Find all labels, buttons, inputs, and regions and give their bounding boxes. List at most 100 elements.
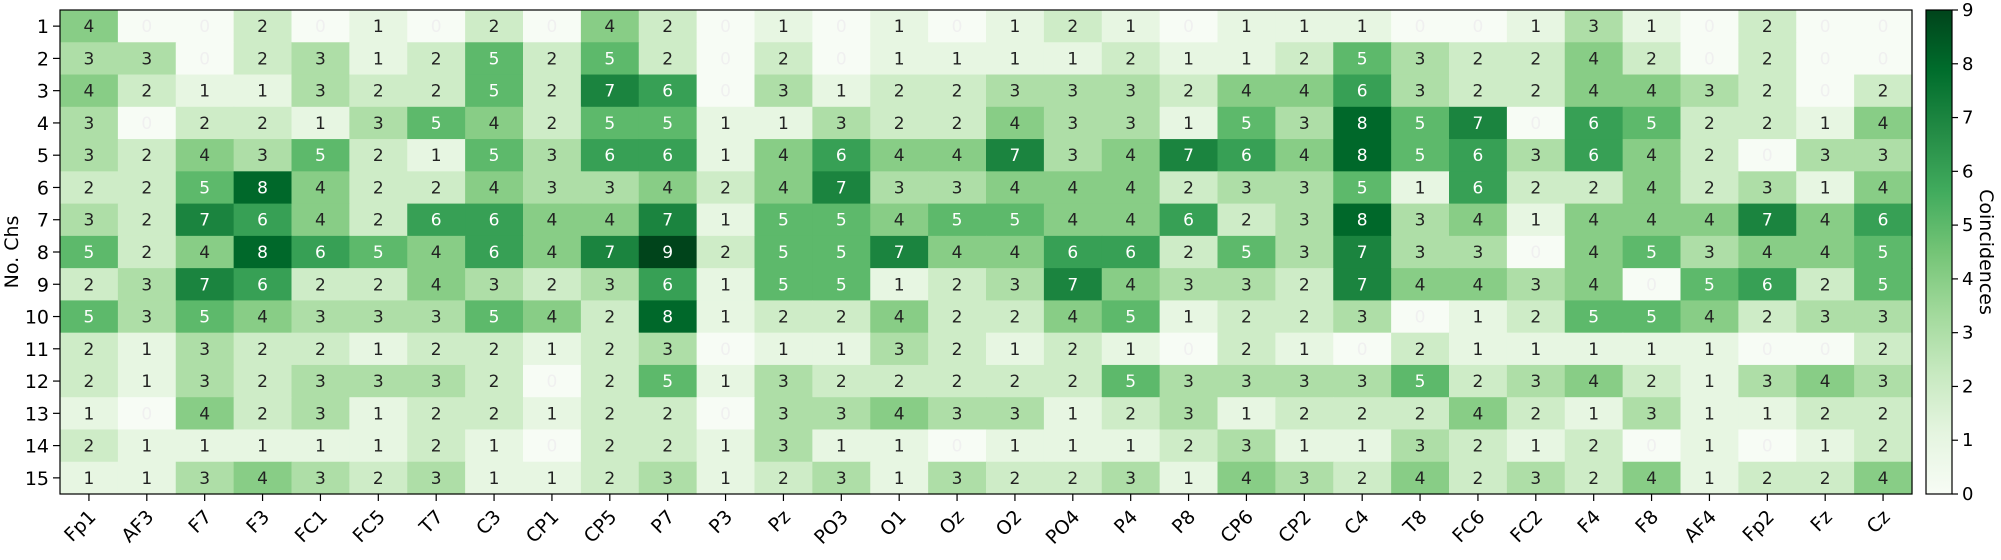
cell-value-label: 1 bbox=[1820, 437, 1831, 457]
heatmap-cell bbox=[870, 106, 929, 140]
cell-value-label: 8 bbox=[1357, 211, 1368, 231]
heatmap-cell bbox=[580, 300, 640, 334]
cell-value-label: 1 bbox=[547, 404, 558, 424]
cell-value-label: 2 bbox=[84, 275, 95, 295]
cell-value-label: 1 bbox=[836, 437, 847, 457]
heatmap-cell bbox=[1043, 461, 1103, 495]
heatmap-cell bbox=[1796, 235, 1855, 269]
cell-value-label: 1 bbox=[489, 437, 500, 457]
cell-value-label: 2 bbox=[84, 437, 95, 457]
heatmap-cell bbox=[1854, 300, 1913, 334]
cell-value-label: 1 bbox=[1010, 437, 1021, 457]
heatmap-cell bbox=[870, 461, 929, 495]
cell-value-label: 4 bbox=[1588, 275, 1599, 295]
cell-value-label: 6 bbox=[1067, 243, 1078, 263]
cell-value-label: 7 bbox=[199, 275, 210, 295]
y-tick-label: 14 bbox=[25, 436, 49, 458]
cell-value-label: 2 bbox=[894, 372, 905, 392]
heatmap-cell bbox=[1101, 10, 1161, 43]
heatmap-cell bbox=[465, 364, 524, 398]
heatmap-cell bbox=[465, 461, 524, 495]
x-tick-label: PO4 bbox=[1042, 506, 1085, 549]
colorbar-tick-label: 0 bbox=[1962, 484, 1973, 505]
cell-value-label: 4 bbox=[489, 114, 500, 134]
y-tick-label: 5 bbox=[37, 145, 49, 167]
cell-value-label: 6 bbox=[431, 211, 442, 231]
heatmap-cell bbox=[407, 429, 466, 463]
cell-value-label: 3 bbox=[1010, 404, 1021, 424]
cell-value-label: 5 bbox=[1010, 211, 1021, 231]
heatmap-cell bbox=[1275, 139, 1334, 172]
cell-value-label: 0 bbox=[720, 404, 731, 424]
cell-value-label: 1 bbox=[1299, 17, 1310, 37]
heatmap-cell bbox=[407, 171, 466, 205]
cell-value-label: 2 bbox=[1588, 178, 1599, 198]
cell-value-label: 2 bbox=[141, 178, 152, 198]
cell-value-label: 3 bbox=[1415, 211, 1426, 231]
heatmap-cell bbox=[1333, 461, 1392, 495]
heatmap-cell bbox=[465, 171, 524, 205]
cell-value-label: 1 bbox=[1010, 49, 1021, 69]
cell-value-label: 2 bbox=[604, 404, 615, 424]
heatmap-cell bbox=[1391, 74, 1450, 108]
y-tick-label: 3 bbox=[37, 81, 49, 103]
heatmap-cell bbox=[523, 203, 582, 237]
heatmap-cell bbox=[1391, 332, 1450, 366]
heatmap-cell bbox=[638, 461, 698, 495]
heatmap-cell bbox=[1564, 364, 1624, 398]
heatmap-cell bbox=[1101, 235, 1161, 269]
heatmap-cell bbox=[812, 171, 871, 205]
cell-value-label: 2 bbox=[1588, 437, 1599, 457]
heatmap-cell bbox=[580, 106, 640, 140]
x-tick-label: FC1 bbox=[291, 506, 332, 547]
cell-value-label: 3 bbox=[1878, 308, 1889, 328]
heatmap-cell bbox=[523, 235, 582, 269]
cell-value-label: 4 bbox=[952, 243, 963, 263]
cell-value-label: 1 bbox=[141, 340, 152, 360]
heatmap-cell bbox=[407, 332, 466, 366]
cell-value-label: 1 bbox=[1530, 437, 1541, 457]
heatmap-cell bbox=[1043, 364, 1103, 398]
cell-value-label: 7 bbox=[836, 178, 847, 198]
heatmap-cell bbox=[1796, 332, 1855, 366]
heatmap-cell bbox=[1680, 461, 1739, 495]
heatmap-cell bbox=[1680, 268, 1739, 301]
heatmap-cell bbox=[1680, 332, 1739, 366]
heatmap-cell bbox=[175, 203, 235, 237]
cell-value-label: 2 bbox=[547, 49, 558, 69]
cell-value-label: 2 bbox=[604, 308, 615, 328]
cell-value-label: 3 bbox=[1530, 146, 1541, 166]
heatmap-cell bbox=[349, 364, 408, 398]
cell-value-label: 1 bbox=[1704, 340, 1715, 360]
cell-value-label: 2 bbox=[1010, 372, 1021, 392]
x-tick-label: CP5 bbox=[580, 506, 622, 548]
cell-value-label: 2 bbox=[257, 114, 268, 134]
heatmap-cell bbox=[870, 364, 929, 398]
heatmap-cell bbox=[754, 332, 813, 366]
cell-value-label: 3 bbox=[662, 469, 673, 489]
cell-value-label: 1 bbox=[1473, 308, 1484, 328]
cell-value-label: 6 bbox=[257, 211, 268, 231]
cell-value-label: 5 bbox=[604, 49, 615, 69]
cell-value-label: 1 bbox=[1067, 49, 1078, 69]
heatmap-cell bbox=[1217, 429, 1276, 463]
x-tick-label: O2 bbox=[992, 506, 1027, 541]
heatmap-cell bbox=[523, 268, 582, 301]
heatmap-cell bbox=[870, 332, 929, 366]
cell-value-label: 1 bbox=[373, 17, 384, 37]
heatmap-cell bbox=[1796, 74, 1855, 108]
heatmap-cell bbox=[1680, 74, 1739, 108]
colorbar bbox=[1925, 9, 1953, 495]
heatmap-cell bbox=[696, 364, 756, 398]
cell-value-label: 7 bbox=[894, 243, 905, 263]
cell-value-label: 0 bbox=[547, 437, 558, 457]
cell-value-label: 2 bbox=[662, 404, 673, 424]
heatmap-cell bbox=[1391, 171, 1450, 205]
x-tick-label: F4 bbox=[1573, 506, 1605, 538]
cell-value-label: 2 bbox=[1241, 211, 1252, 231]
cell-value-label: 2 bbox=[1530, 308, 1541, 328]
cell-value-label: 2 bbox=[1762, 49, 1773, 69]
cell-value-label: 1 bbox=[1762, 404, 1773, 424]
heatmap-cell bbox=[1738, 10, 1797, 43]
heatmap-cell bbox=[1275, 268, 1334, 301]
